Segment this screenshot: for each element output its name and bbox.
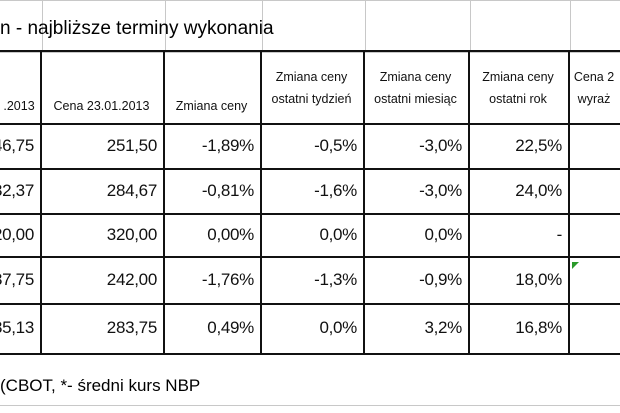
header-text: ostatni miesiąc [374,91,457,106]
grid-line [365,0,366,52]
header-cell: Zmiana ceny ostatni rok [468,50,570,125]
header-cell: .2013 [0,50,42,125]
cell-marker [572,262,579,269]
table-cell [568,123,620,170]
table-cell: -0,81% [163,168,262,215]
header-cell: Zmiana ceny ostatni tydzień [260,50,365,125]
grid-line [262,0,263,52]
grid-line [470,0,471,52]
grid-line [0,52,620,53]
table-cell: -1,89% [163,123,262,170]
grid-line [42,0,43,52]
table-cell: 3,2% [363,303,470,355]
header-cell: Zmiana ceny [163,50,262,125]
header-text: ostatni tydzień [271,91,352,106]
table-cell: -1,6% [260,168,365,215]
footnote: (CBOT, *- średni kurs NBP [0,376,201,395]
table-cell: 320,00 [40,213,165,258]
table-cell: -3,0% [363,123,470,170]
header-text: Cena 23.01.2013 [53,99,150,113]
header-text: Zmiana ceny [482,69,554,84]
header-text: Zmiana ceny [379,69,452,84]
table-cell: 0,49% [163,303,262,355]
table-cell: 46,75 [0,123,42,170]
table-cell: 0,00% [163,213,262,258]
header-text: Zmiana ceny [175,99,248,113]
table-cell [568,303,620,355]
table-cell: 20,00 [0,213,42,258]
table-cell: 37,75 [0,256,42,305]
table-cell [568,256,620,305]
table-cell: -1,3% [260,256,365,305]
header-cell: Cena 2 wyraż [568,50,620,125]
table-cell: 283,75 [40,303,165,355]
table-cell: -3,0% [363,168,470,215]
table-cell: -0,9% [363,256,470,305]
grid-line [165,0,166,52]
header-text: .2013 [3,99,35,113]
table-cell: 242,00 [40,256,165,305]
table-cell: 22,5% [468,123,570,170]
table-cell: - [468,213,570,258]
table-cell: 16,8% [468,303,570,355]
table-cell: 32,37 [0,168,42,215]
table-cell: 24,0% [468,168,570,215]
header-cell: Zmiana ceny ostatni miesiąc [363,50,470,125]
table-cell: 0,0% [260,303,365,355]
header-text: ostatni rok [489,91,547,106]
table-cell: 0,0% [363,213,470,258]
table-cell: -1,76% [163,256,262,305]
header-text: wyraż [577,91,611,106]
grid-line [0,405,620,406]
table-cell: 0,0% [260,213,365,258]
header-cell: Cena 23.01.2013 [40,50,165,125]
grid-line [570,0,571,52]
table-cell: -0,5% [260,123,365,170]
table-cell: 35,13 [0,303,42,355]
sheet-title: n - najbliższe terminy wykonania [0,18,274,39]
table-cell [568,213,620,258]
table-cell: 251,50 [40,123,165,170]
table-cell: 18,0% [468,256,570,305]
header-text: Cena 2 [573,69,615,84]
table-cell [568,168,620,215]
grid-line [0,0,620,1]
table-cell: 284,67 [40,168,165,215]
header-text: Zmiana ceny [275,69,348,84]
